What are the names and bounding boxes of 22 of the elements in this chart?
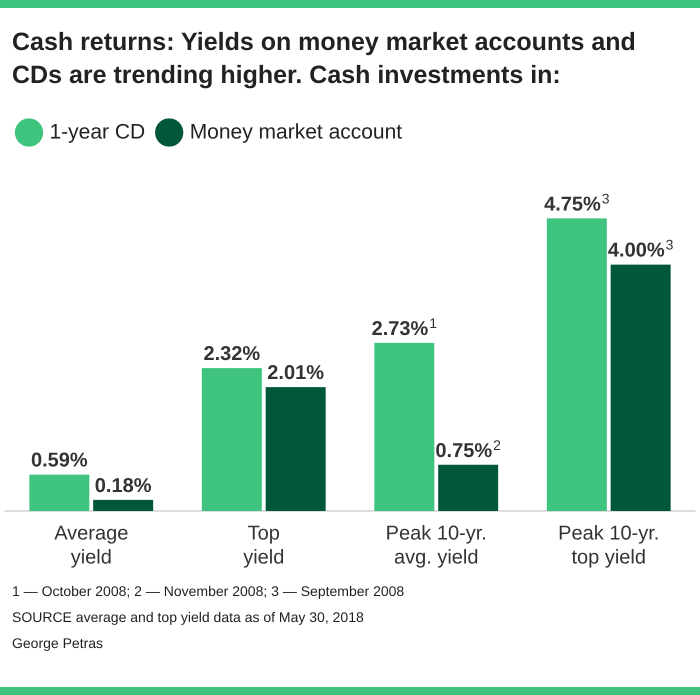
bar — [93, 500, 154, 511]
x-tick-label: Top yield — [243, 522, 284, 569]
bar — [266, 387, 326, 511]
data-label: 0.18% — [94, 474, 152, 497]
bar — [374, 342, 434, 511]
text: 1 — October 2008; 2 — November 2008; 3 — September 2008 — [12, 583, 404, 599]
x-tick-label: Average yield — [54, 522, 128, 569]
x-tick-label: Peak 10-yr. avg. yield — [386, 522, 487, 569]
legend-label: Money market account — [190, 120, 402, 144]
bar — [438, 464, 498, 511]
bar — [29, 474, 90, 511]
x-tick-label: Peak 10-yr. top yield — [558, 522, 660, 569]
source-note: SOURCE average and top yield data as of May 30, 2018 — [12, 609, 365, 625]
data-label: 2.32% — [203, 343, 260, 366]
data-label: 0.59% — [30, 450, 88, 472]
bar — [610, 264, 671, 511]
data-label: 2.01% — [267, 362, 324, 384]
bar — [546, 218, 607, 511]
legend-label: 1-year CD — [50, 120, 146, 144]
chart-title: Cash returns: Yields on money market accounts and CDs are trending higher. Cash investments in: — [12, 27, 637, 91]
bar — [202, 368, 262, 511]
text: George Petras — [12, 635, 104, 651]
